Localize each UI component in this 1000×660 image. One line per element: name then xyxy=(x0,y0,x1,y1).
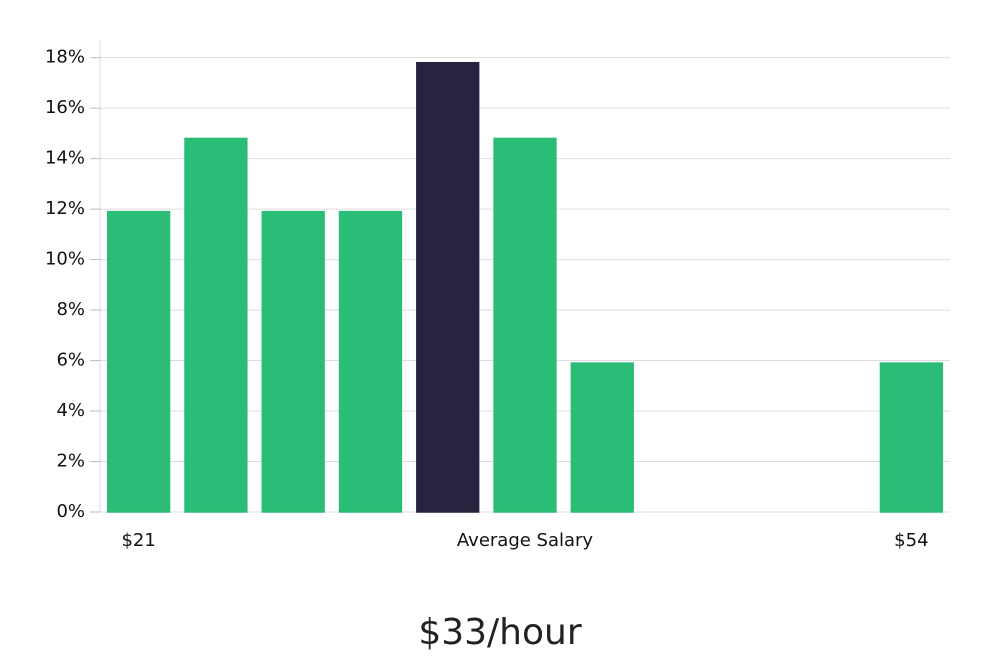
y-tick-label: 16% xyxy=(45,97,85,118)
y-tick-label: 8% xyxy=(56,299,85,320)
y-tick-label: 14% xyxy=(45,148,85,169)
bar xyxy=(416,61,480,513)
y-tick-label: 0% xyxy=(56,501,85,522)
bar xyxy=(338,210,403,513)
bar xyxy=(261,210,325,513)
annotation: $33/hour xyxy=(418,612,582,653)
bar xyxy=(184,137,248,513)
x-tick-label: Average Salary xyxy=(457,530,594,551)
bar xyxy=(493,137,557,513)
bar xyxy=(106,210,171,513)
bar xyxy=(879,362,944,513)
y-tick-label: 12% xyxy=(45,198,85,219)
x-tick-label: $21 xyxy=(121,530,155,551)
y-tick-label: 18% xyxy=(45,47,85,68)
bar xyxy=(570,362,634,513)
y-tick-label: 6% xyxy=(56,350,85,371)
x-tick-label: $54 xyxy=(894,530,928,551)
y-tick-label: 10% xyxy=(45,249,85,270)
y-tick-label: 2% xyxy=(56,451,85,472)
y-tick-label: 4% xyxy=(56,400,85,421)
